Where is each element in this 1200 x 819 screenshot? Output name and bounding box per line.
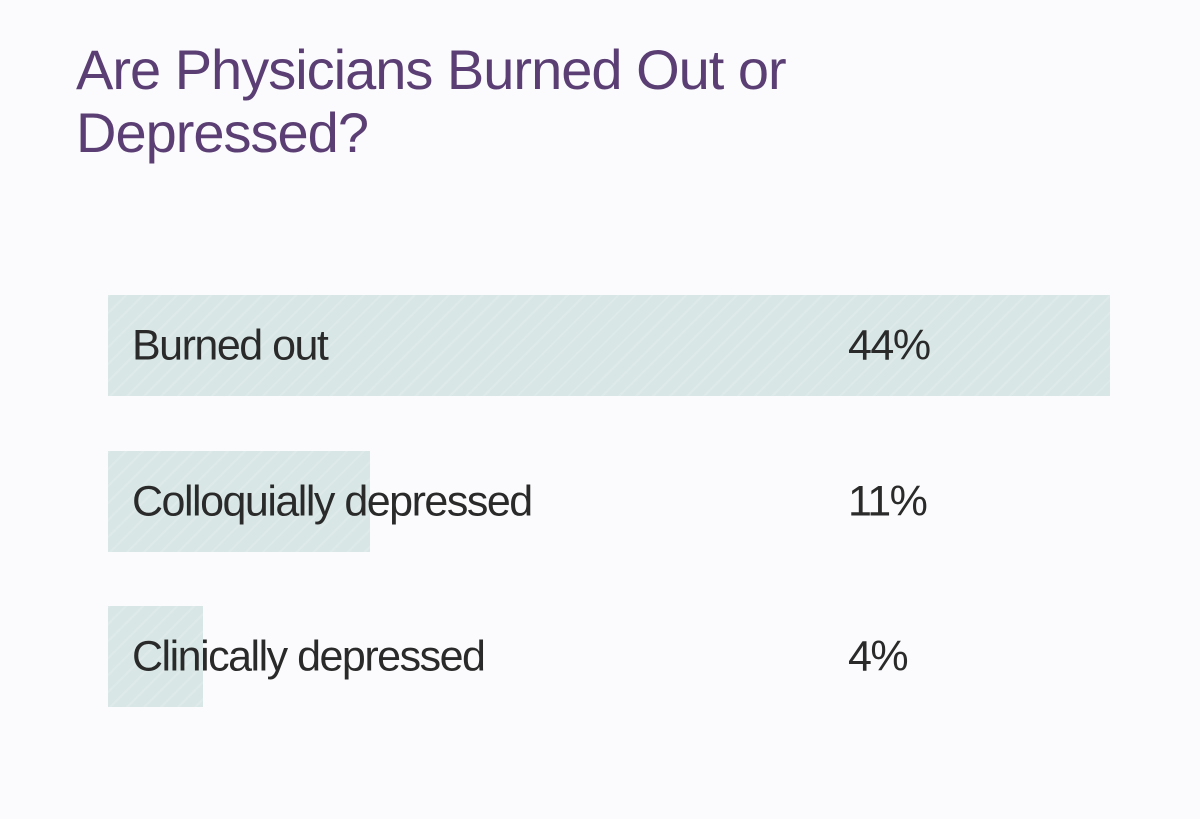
bar-value-label: 44%	[848, 321, 931, 369]
bar	[108, 606, 203, 707]
bar-row: Burned out 44%	[108, 295, 1110, 396]
bar-value-label: 4%	[848, 632, 909, 680]
bar	[108, 451, 370, 552]
bar-value-label: 11%	[848, 477, 928, 525]
bar-label: Clinically depressed	[132, 632, 486, 680]
bar-label: Colloquially depressed	[132, 477, 533, 525]
bar-row: Colloquially depressed 11%	[108, 451, 1110, 552]
bar-row: Clinically depressed 4%	[108, 606, 1110, 707]
bar	[108, 295, 1110, 396]
chart-title: Are Physicians Burned Out or Depressed?	[76, 38, 787, 164]
bar-label: Burned out	[132, 321, 329, 369]
